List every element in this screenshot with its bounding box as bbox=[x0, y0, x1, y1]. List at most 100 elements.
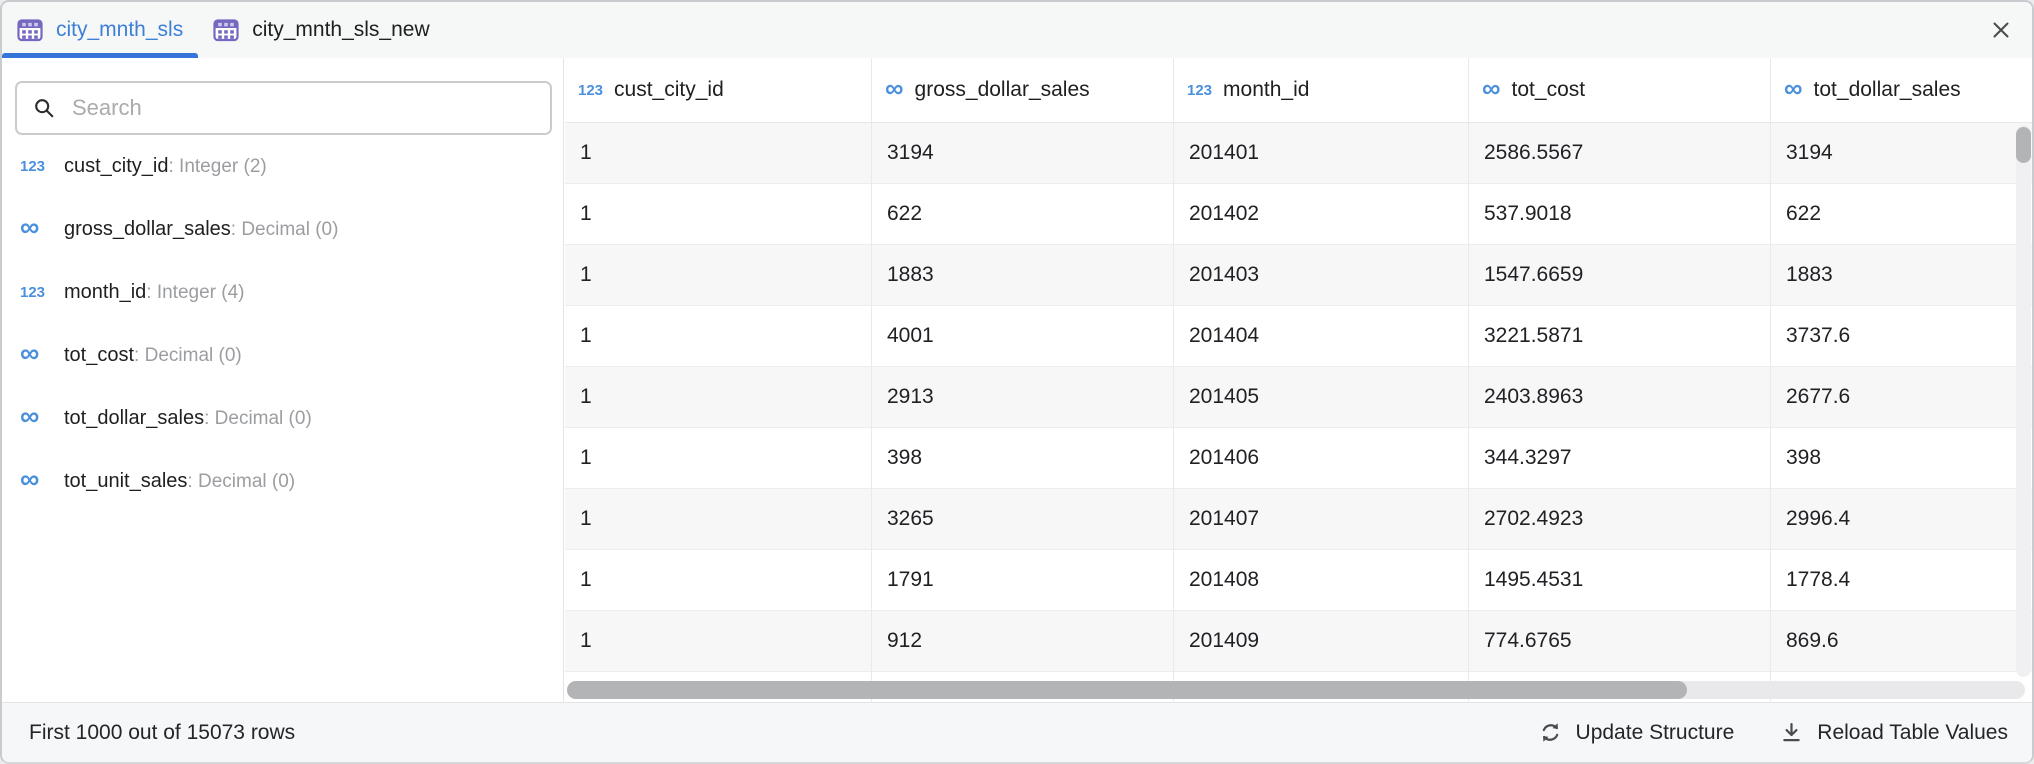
field-name: gross_dollar_sales bbox=[64, 218, 231, 240]
search-input[interactable] bbox=[70, 94, 538, 122]
cell[interactable]: 1 bbox=[565, 245, 872, 305]
cell[interactable]: 2702.4923 bbox=[1469, 489, 1771, 549]
cell[interactable]: 201406 bbox=[1174, 428, 1469, 488]
cell[interactable]: 1495.4531 bbox=[1469, 550, 1771, 610]
cell[interactable]: 2403.8963 bbox=[1469, 367, 1771, 427]
cell[interactable]: 4001 bbox=[872, 306, 1174, 366]
columns-sidebar: 123 cust_city_id: Integer (2) ∞ gross_dolla… bbox=[2, 58, 564, 702]
cell[interactable]: 869.6 bbox=[1786, 629, 1839, 652]
cell[interactable]: 1 bbox=[565, 184, 872, 244]
cell[interactable]: 398 bbox=[1786, 446, 1822, 469]
field-item-tot_cost[interactable]: ∞ tot_cost: Decimal (0) bbox=[2, 324, 559, 387]
cell[interactable]: 201403 bbox=[1174, 245, 1469, 305]
vertical-scrollbar-thumb[interactable] bbox=[2016, 127, 2031, 163]
update-structure-button[interactable]: Update Structure bbox=[1539, 721, 1734, 745]
reload-table-values-button[interactable]: Reload Table Values bbox=[1780, 721, 2008, 745]
cell[interactable]: 2996.4 bbox=[1786, 507, 1851, 530]
field-item-tot_dollar_sales[interactable]: ∞ tot_dollar_sales: Decimal (0) bbox=[2, 387, 559, 450]
cell[interactable]: 1778.4 bbox=[1786, 568, 1851, 591]
field-name: month_id bbox=[64, 281, 147, 303]
field-item-month_id[interactable]: 123 month_id: Integer (4) bbox=[2, 261, 559, 324]
cell[interactable]: 537.9018 bbox=[1469, 184, 1771, 244]
table-row: 1 1883 201403 1547.6659 1883 bbox=[565, 245, 2032, 306]
data-grid: 123 cust_city_id ∞ gross_dollar_sales 123 mon… bbox=[565, 58, 2032, 702]
cell[interactable]: 774.6765 bbox=[1469, 611, 1771, 671]
close-icon[interactable] bbox=[1986, 15, 2016, 45]
column-header-label: tot_dollar_sales bbox=[1813, 78, 1961, 101]
field-item-cust_city_id[interactable]: 123 cust_city_id: Integer (2) bbox=[2, 135, 559, 198]
column-header-gross_dollar_sales[interactable]: ∞ gross_dollar_sales bbox=[872, 58, 1174, 122]
table-icon bbox=[17, 19, 43, 42]
field-type: : Integer (2) bbox=[168, 155, 267, 177]
cell[interactable]: 3194 bbox=[872, 123, 1174, 183]
cell[interactable]: 1 bbox=[565, 123, 872, 183]
cell[interactable]: 1 bbox=[565, 550, 872, 610]
horizontal-scrollbar-track[interactable] bbox=[567, 681, 2025, 699]
cell[interactable]: 3265 bbox=[872, 489, 1174, 549]
column-header-tot_cost[interactable]: ∞ tot_cost bbox=[1469, 58, 1771, 122]
cell[interactable]: 1883 bbox=[1786, 263, 1833, 286]
cell[interactable]: 1 bbox=[565, 306, 872, 366]
field-name: tot_unit_sales bbox=[64, 470, 188, 492]
field-name: cust_city_id bbox=[64, 155, 169, 177]
grid-rows: 1 3194 201401 2586.5567 3194 1 622 201402 537.90… bbox=[565, 123, 2032, 702]
horizontal-scrollbar-thumb[interactable] bbox=[567, 681, 1687, 699]
status-bar: First 1000 out of 15073 rows Update Stru… bbox=[2, 702, 2032, 762]
cell[interactable]: 2586.5567 bbox=[1469, 123, 1771, 183]
search-icon bbox=[35, 98, 54, 117]
cell[interactable]: 201401 bbox=[1174, 123, 1469, 183]
cell[interactable]: 2913 bbox=[872, 367, 1174, 427]
cell[interactable]: 201405 bbox=[1174, 367, 1469, 427]
field-type: : Decimal (0) bbox=[230, 218, 339, 240]
column-header-label: tot_cost bbox=[1511, 78, 1586, 101]
cell[interactable]: 201409 bbox=[1174, 611, 1469, 671]
column-header-cust_city_id[interactable]: 123 cust_city_id bbox=[565, 58, 872, 122]
grid-header: 123 cust_city_id ∞ gross_dollar_sales 123 mon… bbox=[565, 58, 2032, 123]
cell[interactable]: 912 bbox=[872, 611, 1174, 671]
decimal-type-icon: ∞ bbox=[885, 73, 904, 103]
cell[interactable]: 201407 bbox=[1174, 489, 1469, 549]
decimal-type-icon: ∞ bbox=[1784, 73, 1803, 103]
cell[interactable]: 3737.6 bbox=[1786, 324, 1851, 347]
table-row: 1 3194 201401 2586.5567 3194 bbox=[565, 123, 2032, 184]
cell[interactable]: 344.3297 bbox=[1469, 428, 1771, 488]
column-header-tot_dollar_sales[interactable]: ∞ tot_dollar_sales bbox=[1771, 58, 2032, 122]
cell[interactable]: 201408 bbox=[1174, 550, 1469, 610]
cell[interactable]: 1 bbox=[565, 489, 872, 549]
cell[interactable]: 1791 bbox=[872, 550, 1174, 610]
cell[interactable]: 201402 bbox=[1174, 184, 1469, 244]
cell[interactable]: 3194 bbox=[1786, 141, 1833, 164]
integer-type-icon: 123 bbox=[1187, 81, 1213, 99]
cell[interactable]: 1 bbox=[565, 367, 872, 427]
field-name: tot_cost bbox=[64, 344, 135, 366]
refresh-icon bbox=[1542, 723, 1558, 742]
column-header-month_id[interactable]: 123 month_id bbox=[1174, 58, 1469, 122]
table-icon bbox=[213, 19, 239, 42]
table-row: 1 3265 201407 2702.4923 2996.4 bbox=[565, 489, 2032, 550]
cell[interactable]: 1547.6659 bbox=[1469, 245, 1771, 305]
cell[interactable]: 622 bbox=[1786, 202, 1822, 225]
cell[interactable]: 1883 bbox=[872, 245, 1174, 305]
row-count-text: First 1000 out of 15073 rows bbox=[29, 720, 296, 744]
tab-city-mnth-sls[interactable]: city_mnth_sls bbox=[2, 2, 199, 58]
table-row: 1 398 201406 344.3297 398 bbox=[565, 428, 2032, 489]
tab-label: city_mnth_sls_new bbox=[252, 18, 430, 41]
field-type: : Decimal (0) bbox=[134, 344, 242, 366]
cell[interactable]: 1 bbox=[565, 428, 872, 488]
tab-city-mnth-sls-new[interactable]: city_mnth_sls_new bbox=[198, 2, 444, 58]
field-item-tot_unit_sales[interactable]: ∞ tot_unit_sales: Decimal (0) bbox=[2, 450, 559, 513]
table-row: 1 912 201409 774.6765 869.6 bbox=[565, 611, 2032, 672]
cell[interactable]: 398 bbox=[872, 428, 1174, 488]
field-list: 123 cust_city_id: Integer (2) ∞ gross_dolla… bbox=[2, 135, 559, 513]
cell[interactable]: 2677.6 bbox=[1786, 385, 1851, 408]
cell[interactable]: 201404 bbox=[1174, 306, 1469, 366]
cell[interactable]: 3221.5871 bbox=[1469, 306, 1771, 366]
search-box bbox=[15, 81, 552, 135]
vertical-scrollbar-track[interactable] bbox=[2016, 125, 2031, 677]
decimal-type-icon: ∞ bbox=[1482, 73, 1501, 103]
cell[interactable]: 622 bbox=[872, 184, 1174, 244]
integer-type-icon: 123 bbox=[20, 284, 46, 301]
field-item-gross_dollar_sales[interactable]: ∞ gross_dollar_sales: Decimal (0) bbox=[2, 198, 559, 261]
cell[interactable]: 1 bbox=[565, 611, 872, 671]
